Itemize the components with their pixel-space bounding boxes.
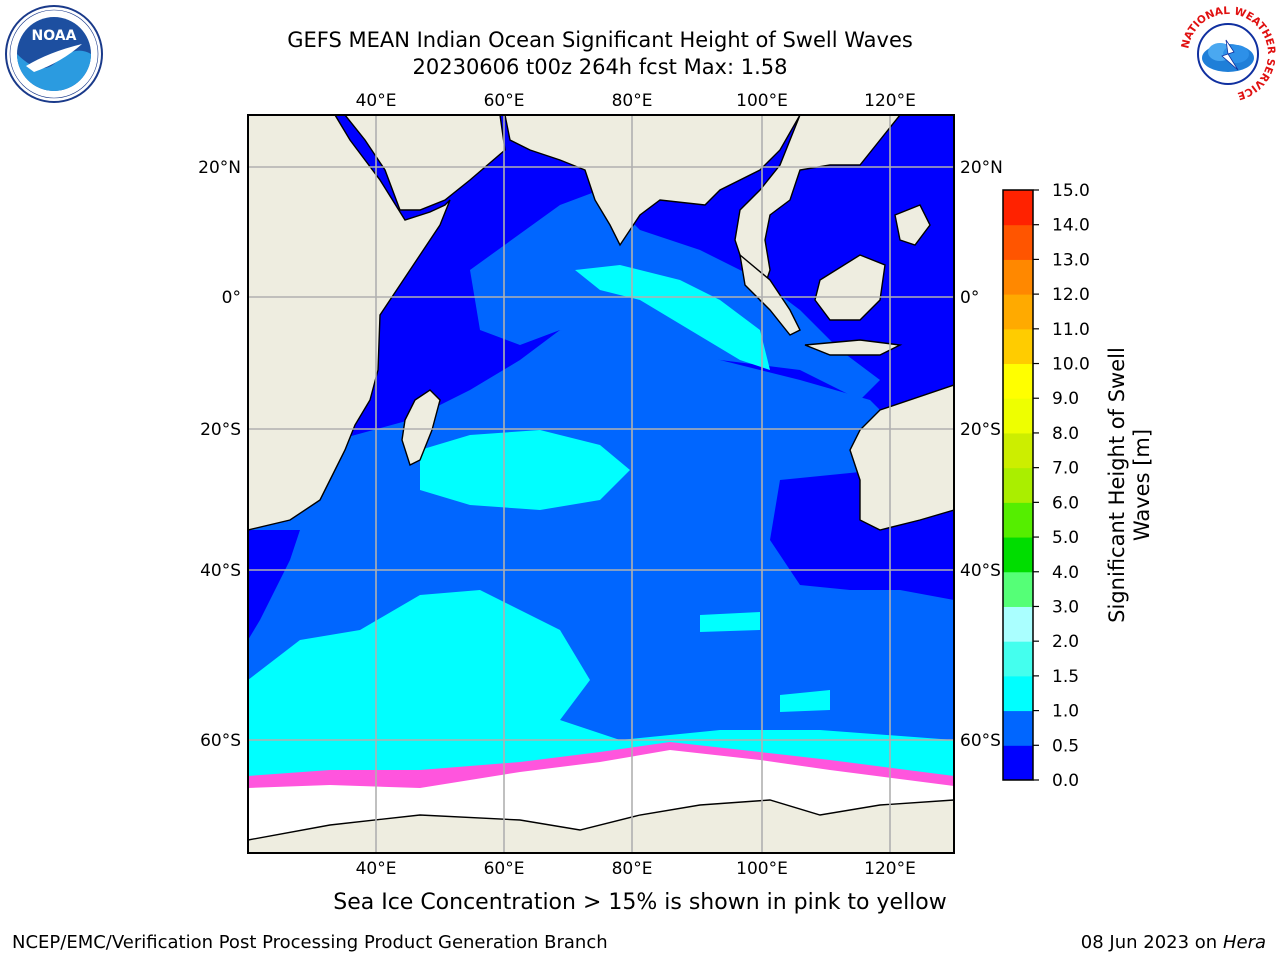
chart-subtitle: 20230606 t00z 264h fcst Max: 1.58 bbox=[412, 55, 788, 79]
lon-label-top: 60°E bbox=[484, 91, 525, 111]
lat-label-left: 40°S bbox=[200, 561, 241, 581]
colorbar-segment bbox=[1003, 467, 1033, 503]
lon-label-top: 120°E bbox=[864, 91, 916, 111]
colorbar-tick-label: 0.5 bbox=[1052, 736, 1079, 756]
australia-land bbox=[849, 384, 954, 531]
map-plot bbox=[248, 115, 954, 853]
borneo-land bbox=[814, 254, 886, 321]
colorbar-tick-label: 7.0 bbox=[1052, 459, 1079, 479]
footer-date-text: 08 Jun 2023 on bbox=[1080, 932, 1218, 953]
colorbar-tick-label: 2.0 bbox=[1052, 632, 1079, 652]
gridlines bbox=[248, 115, 954, 853]
colorbar-title: Significant Height of Swell Waves [m] bbox=[1105, 347, 1154, 623]
chart-title: GEFS MEAN Indian Ocean Significant Heigh… bbox=[287, 28, 913, 52]
colorbar-segment bbox=[1003, 675, 1033, 712]
colorbar-segment bbox=[1003, 537, 1033, 573]
colorbar-segment bbox=[1003, 398, 1033, 434]
colorbar-segment bbox=[1003, 571, 1033, 607]
lon-label-bottom: 60°E bbox=[484, 859, 525, 879]
colorbar-tick-label: 15.0 bbox=[1052, 181, 1090, 201]
lon-label-bottom: 40°E bbox=[356, 859, 397, 879]
noaa-logo-text: NOAA bbox=[32, 28, 77, 44]
footer-credit: NCEP/EMC/Verification Post Processing Pr… bbox=[12, 932, 608, 953]
colorbar-tick-label: 6.0 bbox=[1052, 493, 1079, 513]
colorbar-segment bbox=[1003, 606, 1033, 642]
lat-label-right: 20°N bbox=[960, 158, 1003, 178]
colorbar: 0.0 0.5 1.0 1.5 2.0 3.0 4.0 5.0 6.0 7.0 8.0 9.0 10.0… bbox=[1002, 181, 1090, 791]
colorbar-segment bbox=[1003, 328, 1033, 365]
swell-patch-small-1 bbox=[700, 612, 760, 632]
colorbar-tick-label: 1.5 bbox=[1052, 667, 1079, 687]
lat-label-right: 0° bbox=[960, 288, 979, 308]
lat-label-right: 40°S bbox=[960, 561, 1001, 581]
lat-label-left: 20°S bbox=[200, 420, 241, 440]
colorbar-frame bbox=[1002, 189, 1034, 781]
lon-label-bottom: 120°E bbox=[864, 859, 916, 879]
colorbar-segment bbox=[1003, 363, 1033, 399]
colorbar-segment bbox=[1003, 641, 1033, 677]
swell-patch-subtropical bbox=[420, 430, 630, 510]
sumatra-land bbox=[738, 253, 801, 336]
lat-label-left: 20°N bbox=[198, 158, 241, 178]
noaa-logo: NOAA bbox=[5, 5, 103, 103]
colorbar-tick-label: 9.0 bbox=[1052, 389, 1079, 409]
lat-label-left: 0° bbox=[222, 288, 241, 308]
colorbar-tick-label: 8.0 bbox=[1052, 424, 1079, 444]
lat-label-right: 20°S bbox=[960, 420, 1001, 440]
madagascar-land bbox=[401, 389, 441, 466]
swell-patch-equatorial bbox=[575, 265, 770, 370]
colorbar-tick-label: 12.0 bbox=[1052, 285, 1090, 305]
india-land bbox=[504, 115, 801, 247]
colorbar-segment bbox=[1003, 502, 1033, 538]
colorbar-tick-label: 13.0 bbox=[1052, 250, 1090, 270]
lon-label-top: 40°E bbox=[356, 91, 397, 111]
antarctica-land bbox=[248, 799, 954, 853]
colorbar-tick-label: 0.0 bbox=[1052, 771, 1079, 791]
lon-label-bottom: 80°E bbox=[612, 859, 653, 879]
colorbar-tick-label: 5.0 bbox=[1052, 528, 1079, 548]
lon-label-bottom: 100°E bbox=[736, 859, 788, 879]
colorbar-tick-label: 10.0 bbox=[1052, 355, 1090, 375]
colorbar-segment bbox=[1003, 710, 1033, 746]
colorbar-tick-label: 4.0 bbox=[1052, 563, 1079, 583]
swell-patch-small-2 bbox=[780, 690, 830, 712]
lat-label-right: 60°S bbox=[960, 731, 1001, 751]
map-frame bbox=[247, 114, 955, 854]
colorbar-segment bbox=[1003, 259, 1033, 295]
footer-date: 08 Jun 2023 on Hera bbox=[1081, 932, 1266, 953]
swell-patch-southern bbox=[248, 590, 954, 785]
colorbar-tick-label: 1.0 bbox=[1052, 702, 1079, 722]
colorbar-tick-label: 14.0 bbox=[1052, 216, 1090, 236]
africa-land bbox=[248, 115, 451, 531]
colorbar-segment bbox=[1003, 432, 1033, 469]
lon-label-top: 100°E bbox=[736, 91, 788, 111]
colorbar-tick-label: 3.0 bbox=[1052, 597, 1079, 617]
arabia-land bbox=[344, 115, 506, 211]
ice-caption: Sea Ice Concentration > 15% is shown in … bbox=[333, 890, 947, 915]
colorbar-segment bbox=[1003, 190, 1033, 226]
lon-label-top: 80°E bbox=[612, 91, 653, 111]
indochina-land bbox=[734, 115, 901, 302]
ocean-low-south-africa bbox=[248, 530, 300, 640]
nws-logo: NATIONAL WEATHER SERVICE bbox=[1178, 4, 1278, 104]
colorbar-segment bbox=[1003, 745, 1033, 781]
colorbar-segment bbox=[1003, 224, 1033, 260]
land bbox=[248, 115, 954, 853]
colorbar-segment bbox=[1003, 294, 1033, 330]
footer-machine: Hera bbox=[1222, 932, 1266, 953]
lat-label-left: 60°S bbox=[200, 731, 241, 751]
colorbar-tick-label: 11.0 bbox=[1052, 320, 1090, 340]
philippines-land bbox=[894, 204, 931, 246]
